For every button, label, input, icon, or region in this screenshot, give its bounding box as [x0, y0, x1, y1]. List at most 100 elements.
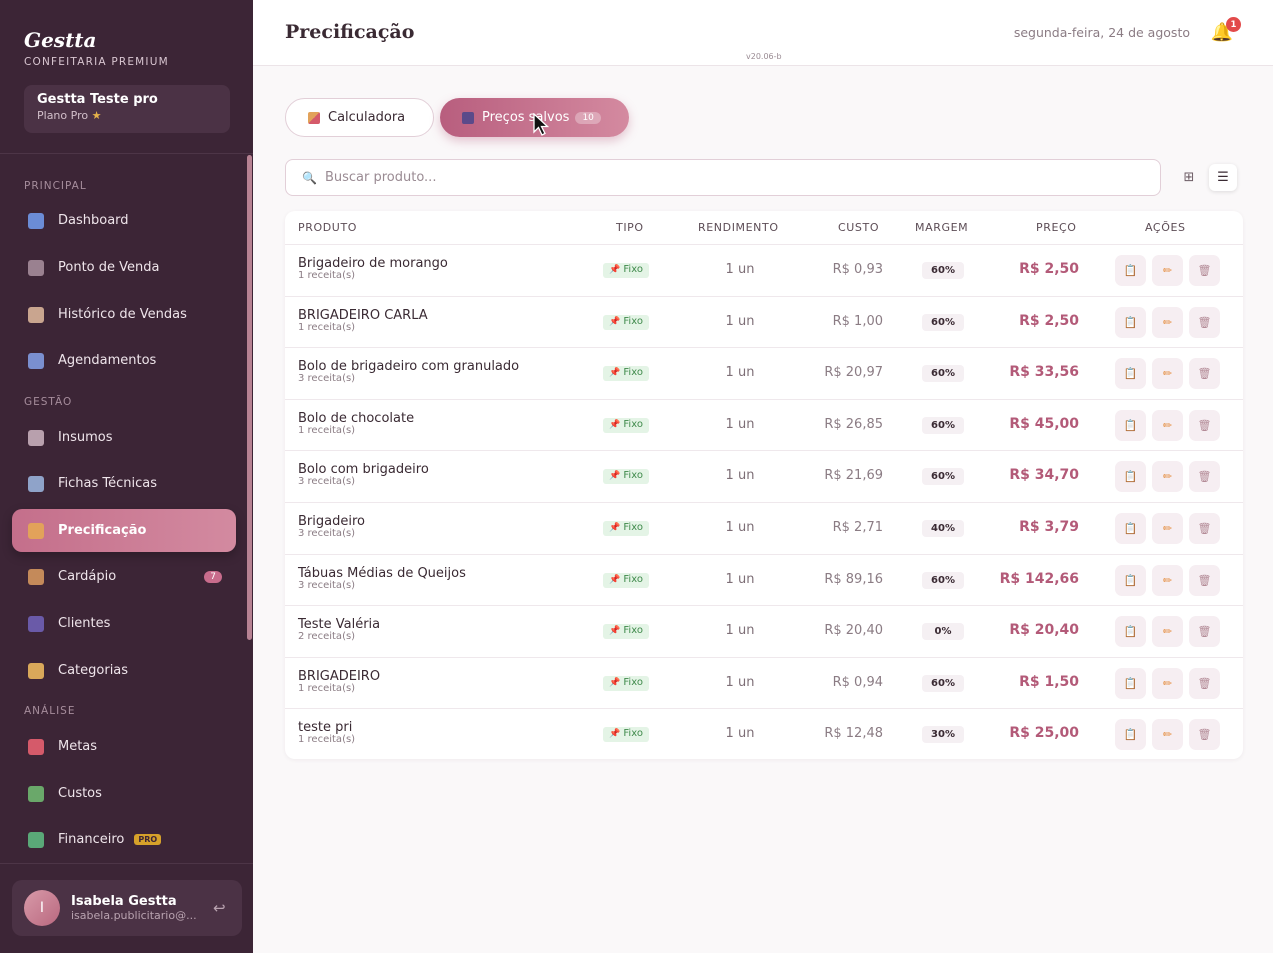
user-info: Isabela Gestta isabela.publicitario@... [71, 894, 199, 922]
sidebar-item-agendamentos[interactable]: Agendamentos [12, 339, 236, 382]
preco-value: R$ 3,79 [1019, 519, 1079, 535]
sidebar-item-historico-de-vendas[interactable]: Histórico de Vendas [12, 293, 236, 336]
rendimento-value: 1 un [725, 674, 755, 690]
sidebar-item-clientes[interactable]: Clientes [12, 602, 236, 645]
delete-button[interactable]: 🗑 [1189, 513, 1220, 544]
sidebar-item-categorias[interactable]: Categorias [12, 649, 236, 692]
edit-button[interactable]: ✏ [1152, 409, 1183, 441]
account-plan-label: Plano Pro [37, 109, 89, 122]
delete-button[interactable]: 🗑 [1189, 564, 1220, 596]
finance-icon [28, 831, 44, 848]
preco-value: R$ 20,40 [1009, 622, 1079, 639]
duplicate-button[interactable]: 📋 [1115, 255, 1146, 286]
trash-icon: 🗑 [1197, 264, 1212, 277]
table-row: teste pri 1 receita(s) 📌 Fixo 1 un R$ 12,48 3… [285, 708, 1243, 760]
edit-button[interactable]: ✏ [1152, 667, 1183, 699]
edit-button[interactable]: ✏ [1152, 564, 1183, 596]
rendimento-value: 1 un [725, 313, 755, 329]
edit-button[interactable]: ✏ [1152, 719, 1183, 751]
duplicate-button[interactable]: 📋 [1115, 461, 1146, 493]
sidebar-item-insumos[interactable]: Insumos [12, 416, 236, 459]
pencil-icon: ✏ [1162, 315, 1173, 329]
margem-badge: 0% [922, 623, 964, 641]
trash-icon: 🗑 [1197, 522, 1212, 535]
sidebar-item-financeiro[interactable]: Financeiro PRO [12, 818, 236, 861]
product-name: teste pri [298, 720, 353, 736]
duplicate-button[interactable]: 📋 [1115, 719, 1146, 751]
custo-value: R$ 26,85 [824, 416, 883, 432]
rendimento-value: 1 un [725, 520, 755, 535]
preco-value: R$ 25,00 [1009, 725, 1079, 742]
delete-button[interactable]: 🗑 [1189, 409, 1220, 441]
sidebar-item-fichas-tecnicas[interactable]: Fichas Técnicas [12, 462, 236, 505]
jar-icon [28, 429, 44, 446]
delete-button[interactable]: 🗑 [1189, 616, 1220, 648]
custo-value: R$ 20,97 [824, 365, 883, 381]
tab-calculadora[interactable]: Calculadora [285, 98, 434, 137]
edit-button[interactable]: ✏ [1152, 255, 1183, 286]
edit-button[interactable]: ✏ [1152, 616, 1183, 648]
tipo-label: Fixo [623, 367, 643, 379]
sidebar-item-precificacao[interactable]: Precificação [12, 509, 236, 552]
duplicate-button[interactable]: 📋 [1115, 358, 1146, 390]
tab-precos-salvos-label: Preços salvos [482, 110, 570, 125]
delete-button[interactable]: 🗑 [1189, 358, 1220, 390]
pencil-icon: ✏ [1162, 625, 1173, 639]
preco-value: R$ 2,50 [1019, 261, 1079, 277]
rendimento-value: 1 un [725, 571, 755, 587]
margem-badge: 60% [922, 674, 964, 692]
duplicate-button[interactable]: 📋 [1115, 409, 1146, 441]
logout-icon[interactable]: ↩ [213, 899, 226, 917]
sidebar-bottom-divider [0, 863, 253, 864]
col-preco: PREÇO [1036, 221, 1077, 234]
duplicate-button[interactable]: 📋 [1115, 306, 1146, 338]
delete-button[interactable]: 🗑 [1189, 461, 1220, 493]
sidebar-scrollbar[interactable] [247, 155, 252, 640]
delete-button[interactable]: 🗑 [1189, 255, 1220, 286]
book-icon [28, 475, 44, 492]
recipe-count: 3 receita(s) [298, 373, 356, 385]
duplicate-button[interactable]: 📋 [1115, 616, 1146, 648]
user-card[interactable]: I Isabela Gestta isabela.publicitario@..… [12, 880, 242, 936]
pin-icon: 📌 [609, 316, 621, 327]
product-name: Bolo de brigadeiro com granulado [298, 359, 520, 375]
trash-icon: 🗑 [1197, 367, 1212, 381]
tag-icon [28, 662, 44, 679]
margem-badge: 60% [922, 313, 964, 331]
sidebar-item-metas[interactable]: Metas [12, 725, 236, 768]
version-label: v20.06-b [746, 52, 782, 61]
pin-icon: 📌 [609, 729, 621, 740]
edit-button[interactable]: ✏ [1152, 358, 1183, 390]
duplicate-button[interactable]: 📋 [1115, 667, 1146, 699]
mouse-cursor-icon [533, 113, 549, 136]
sidebar-item-label: Insumos [58, 430, 113, 445]
duplicate-button[interactable]: 📋 [1115, 513, 1146, 544]
margem-badge: 60% [922, 571, 964, 589]
account-switcher[interactable]: Gestta Teste pro Plano Pro ★ [24, 85, 230, 133]
grid-view-button[interactable]: ⊞ [1175, 164, 1203, 191]
edit-button[interactable]: ✏ [1152, 461, 1183, 493]
col-acoes: AÇÕES [1145, 221, 1186, 234]
duplicate-button[interactable]: 📋 [1115, 564, 1146, 596]
search-input[interactable] [324, 170, 1125, 185]
brand-subtitle: CONFEITARIA PREMIUM [24, 56, 169, 68]
recipe-count: 1 receita(s) [298, 321, 356, 333]
brand-name: Gestta [24, 28, 97, 52]
star-icon: ★ [91, 109, 102, 122]
delete-button[interactable]: 🗑 [1189, 306, 1220, 338]
sidebar-item-ponto-de-venda[interactable]: Ponto de Venda [12, 246, 236, 289]
sidebar-item-custos[interactable]: Custos [12, 772, 236, 815]
preco-value: R$ 2,50 [1019, 312, 1079, 329]
delete-button[interactable]: 🗑 [1189, 719, 1220, 751]
clipboard-icon: 📋 [1123, 367, 1138, 381]
tipo-label: Fixo [623, 728, 643, 740]
tipo-badge: 📌 Fixo [603, 675, 649, 691]
sidebar-item-dashboard[interactable]: Dashboard [12, 199, 236, 242]
edit-button[interactable]: ✏ [1152, 306, 1183, 338]
sidebar-item-label: Fichas Técnicas [58, 476, 158, 491]
list-view-button[interactable]: ☰ [1209, 164, 1237, 191]
pencil-icon: ✏ [1162, 522, 1173, 535]
delete-button[interactable]: 🗑 [1189, 667, 1220, 699]
edit-button[interactable]: ✏ [1152, 513, 1183, 544]
sidebar-item-cardapio[interactable]: Cardápio 7 [12, 555, 236, 598]
